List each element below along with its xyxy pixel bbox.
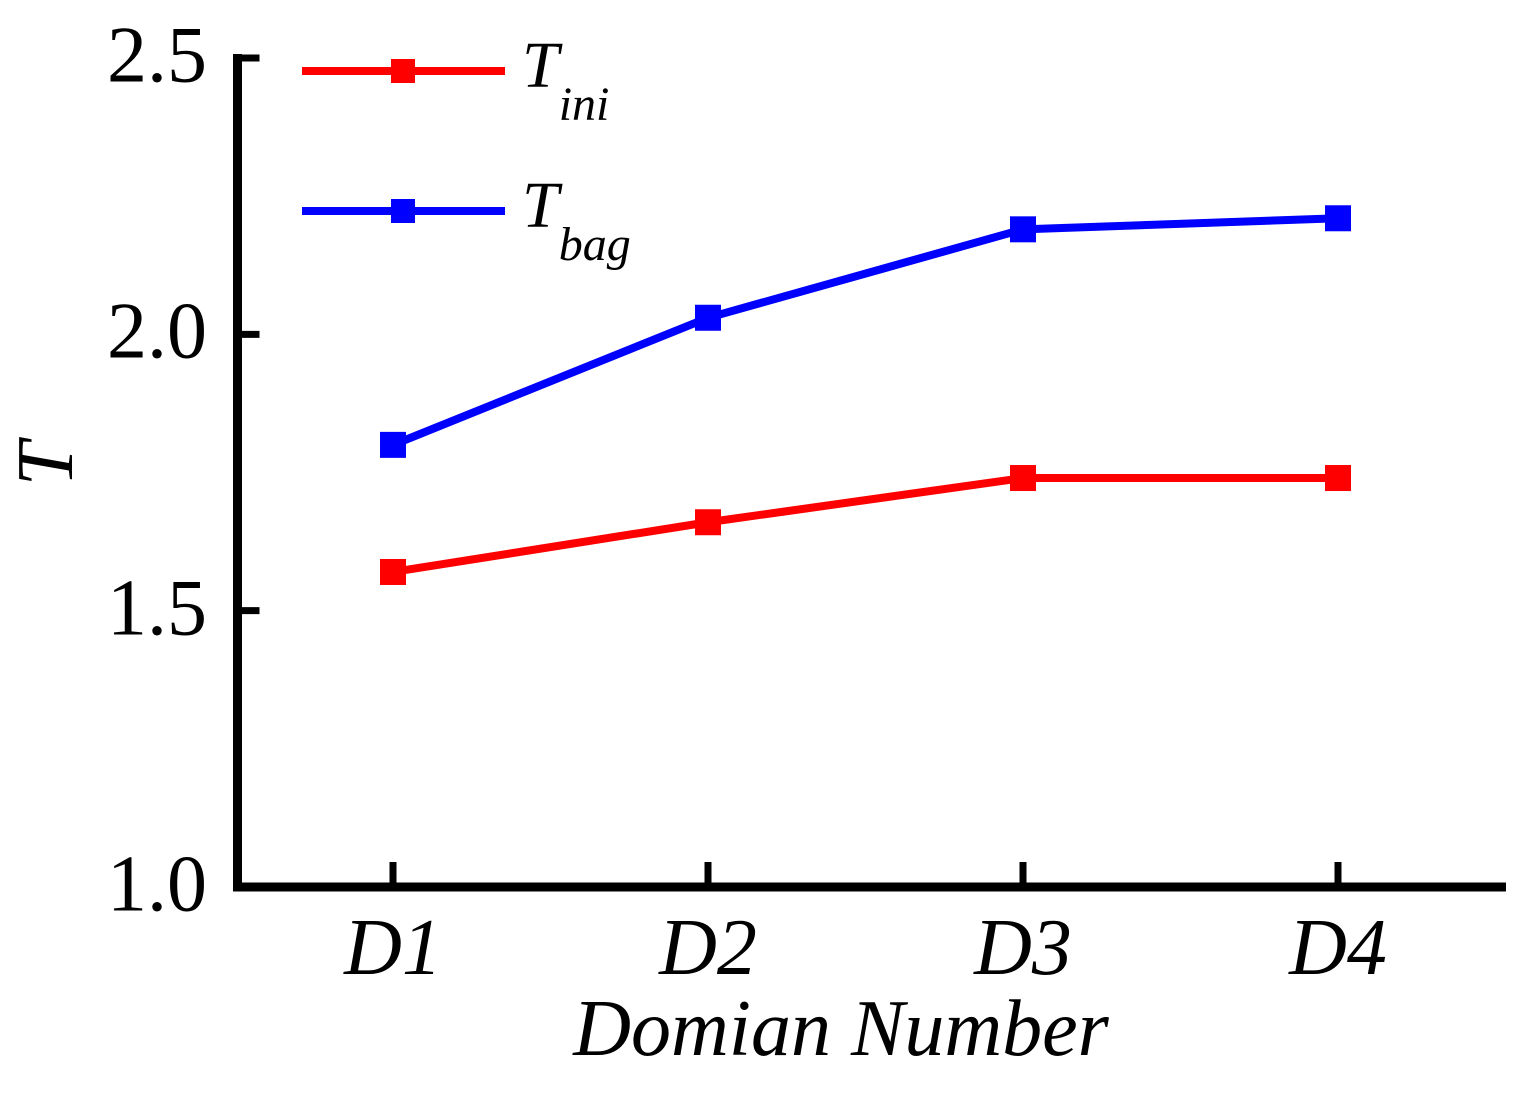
legend-series-subscript: bag [558, 218, 631, 271]
legend-series-name: T [522, 29, 559, 102]
data-point-marker [695, 509, 721, 536]
series-line [392, 474, 1338, 576]
y-axis-title: T [2, 441, 90, 487]
data-point-marker [380, 431, 406, 458]
x-tick-label: D1 [344, 904, 442, 992]
x-tick-label: D3 [974, 904, 1072, 992]
data-point-marker [1010, 216, 1036, 243]
legend-series-name: T [522, 169, 559, 242]
legend-label-t-ini: Tini [522, 33, 609, 129]
data-point-marker [1325, 465, 1351, 492]
legend-label-t-bag: Tbag [522, 173, 631, 269]
y-tick-label: 1.0 [107, 840, 207, 929]
legend-marker [391, 59, 415, 83]
x-tick-label: D4 [1289, 904, 1387, 992]
data-point-marker [1010, 465, 1036, 492]
y-tick-label: 1.5 [107, 564, 207, 653]
series-line [391, 214, 1339, 449]
data-point-marker [380, 558, 406, 585]
x-tick-label: D2 [659, 904, 757, 992]
y-tick-label: 2.0 [107, 287, 207, 376]
legend-marker [391, 199, 415, 223]
data-point-marker [695, 304, 721, 331]
legend-series-subscript: ini [558, 78, 610, 131]
data-point-marker [1325, 205, 1351, 232]
x-axis-title: Domian Number [573, 985, 1109, 1073]
y-tick-label: 2.5 [107, 11, 207, 100]
